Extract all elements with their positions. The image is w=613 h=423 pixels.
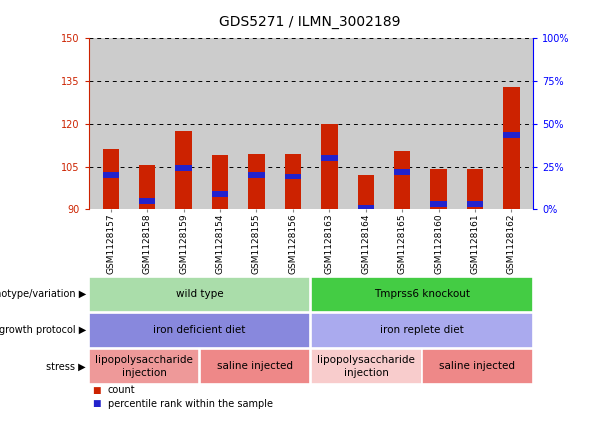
Text: Tmprss6 knockout: Tmprss6 knockout (374, 289, 470, 299)
Text: ■: ■ (92, 385, 101, 395)
Bar (139, 198, 155, 204)
Bar (139, 165, 155, 209)
Bar (357, 175, 374, 209)
Text: stress ▶: stress ▶ (46, 361, 86, 371)
Text: ■: ■ (92, 399, 101, 408)
Bar (430, 201, 447, 206)
Bar (212, 155, 228, 209)
Bar (467, 201, 483, 206)
Text: iron deficient diet: iron deficient diet (153, 325, 246, 335)
Text: iron replete diet: iron replete diet (380, 325, 464, 335)
Text: saline injected: saline injected (217, 361, 293, 371)
Text: growth protocol ▶: growth protocol ▶ (0, 325, 86, 335)
Bar (357, 205, 374, 211)
Text: lipopolysaccharide
injection: lipopolysaccharide injection (318, 355, 415, 377)
Bar (175, 131, 192, 209)
Text: saline injected: saline injected (440, 361, 516, 371)
Text: count: count (108, 385, 135, 395)
Bar (102, 172, 119, 178)
Bar (467, 170, 483, 209)
Text: genotype/variation ▶: genotype/variation ▶ (0, 289, 86, 299)
Bar (321, 155, 338, 161)
Bar (248, 154, 265, 209)
Bar (394, 170, 410, 175)
Bar (284, 174, 301, 179)
Bar (284, 154, 301, 209)
Text: percentile rank within the sample: percentile rank within the sample (108, 398, 273, 409)
Bar (503, 132, 520, 138)
Bar (430, 170, 447, 209)
Bar (175, 165, 192, 171)
Bar (503, 87, 520, 209)
Text: wild type: wild type (176, 289, 224, 299)
Text: lipopolysaccharide
injection: lipopolysaccharide injection (95, 355, 193, 377)
Text: GDS5271 / ILMN_3002189: GDS5271 / ILMN_3002189 (219, 15, 400, 29)
Bar (212, 191, 228, 197)
Bar (394, 151, 410, 209)
Bar (102, 149, 119, 209)
Bar (248, 172, 265, 178)
Bar (321, 124, 338, 209)
